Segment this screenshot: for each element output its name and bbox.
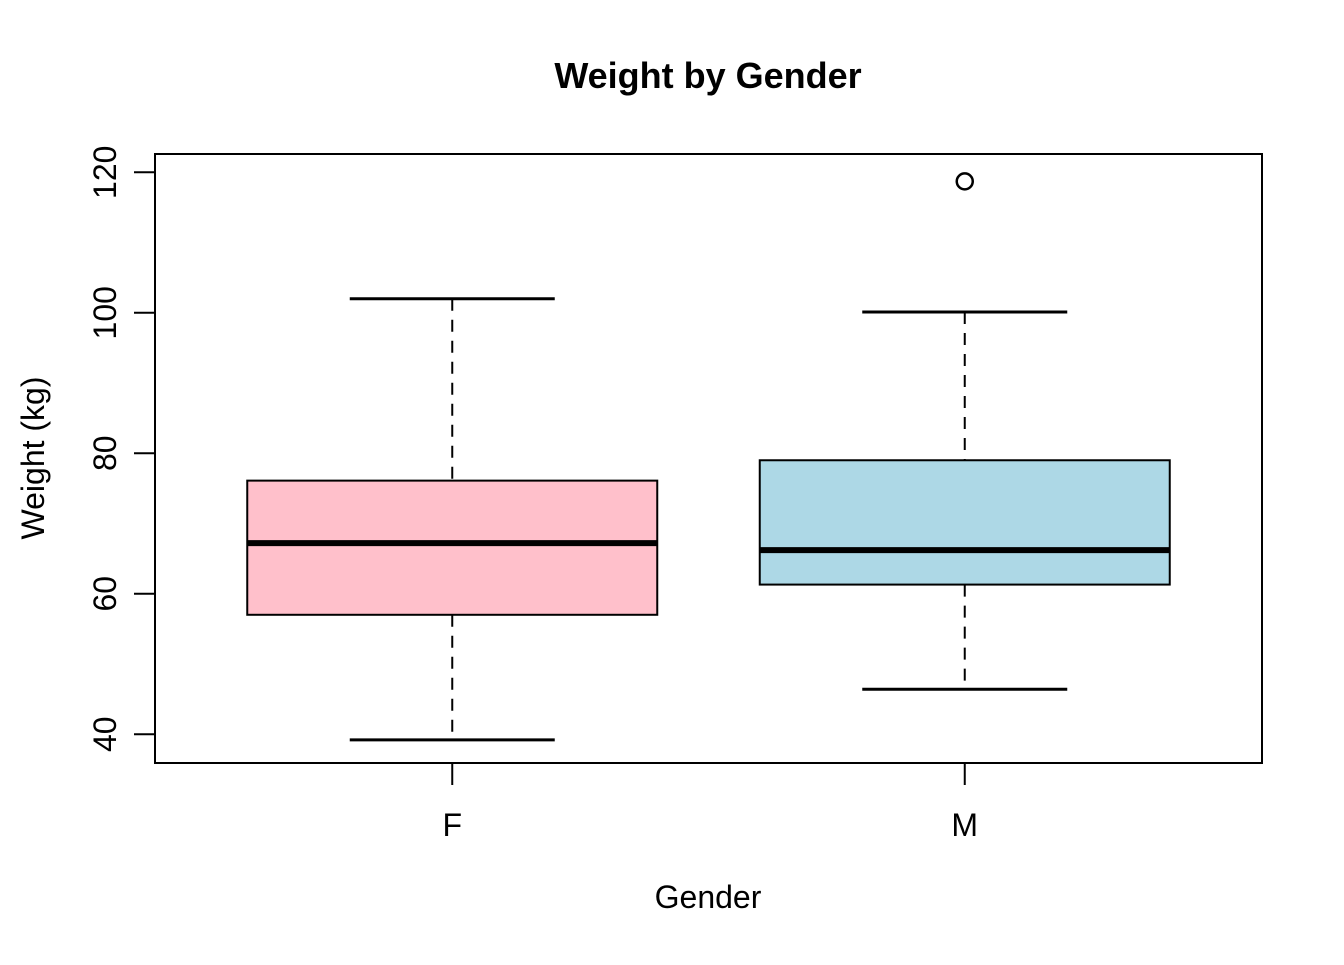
x-tick-label: F xyxy=(442,807,462,843)
y-axis-label: Weight (kg) xyxy=(15,376,51,539)
x-axis-label: Gender xyxy=(655,879,762,915)
chart-title: Weight by Gender xyxy=(554,55,861,96)
y-tick-label: 120 xyxy=(87,146,123,199)
y-tick-label: 60 xyxy=(87,576,123,612)
x-tick-label: M xyxy=(951,807,978,843)
plot-border xyxy=(154,153,1263,764)
outlier-point xyxy=(955,172,974,191)
y-axis: 40 60 80 100 120 xyxy=(87,146,155,752)
box-group-M xyxy=(758,172,1171,691)
y-tick-label: 40 xyxy=(87,716,123,752)
box-group-F xyxy=(246,297,659,742)
iqr-box xyxy=(246,479,659,616)
y-tick-label: 80 xyxy=(87,435,123,471)
box-series xyxy=(246,172,1171,742)
iqr-box xyxy=(758,459,1171,586)
y-tick-label: 100 xyxy=(87,286,123,339)
